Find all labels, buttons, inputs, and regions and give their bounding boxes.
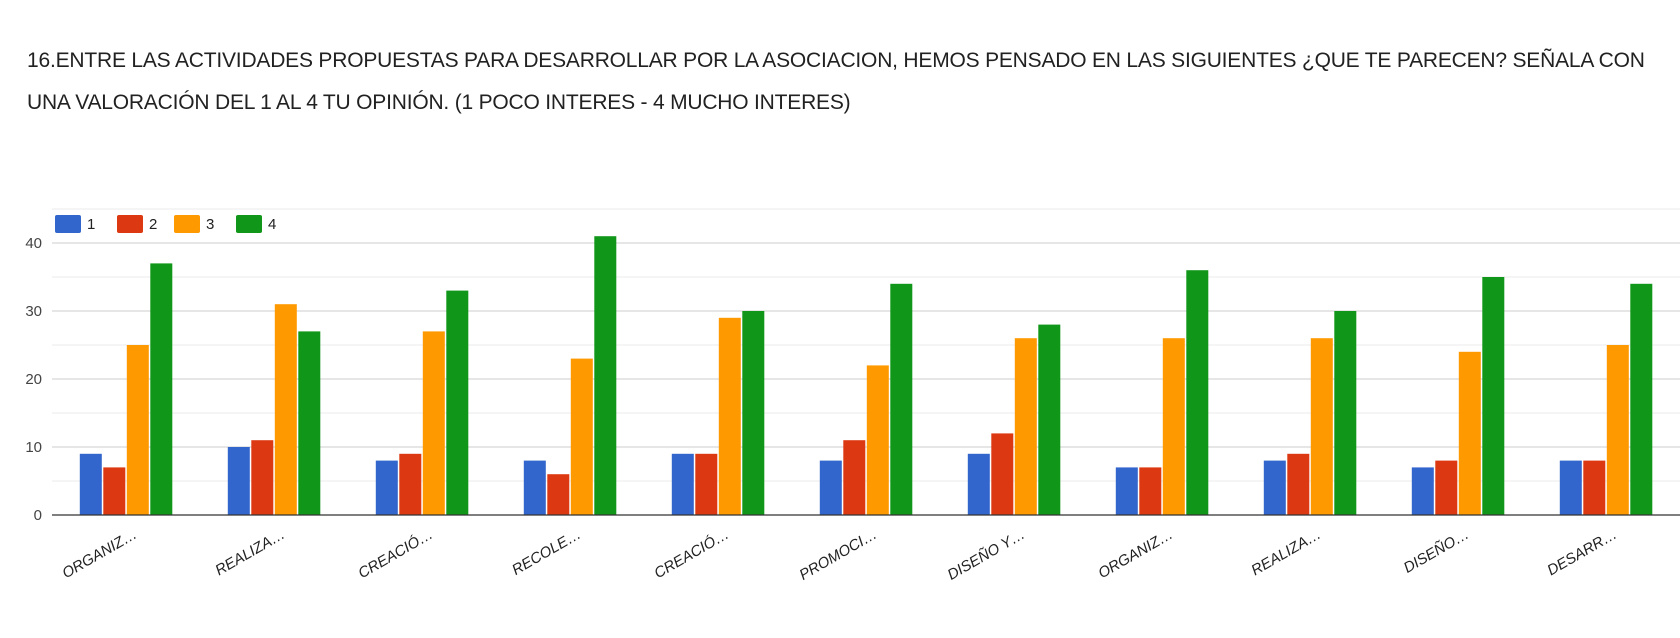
legend-label-2: 2 — [149, 216, 157, 233]
y-tick-label: 10 — [25, 439, 42, 456]
bar-series-1 — [1411, 467, 1434, 515]
x-category-label: CREACIÓ… — [651, 526, 732, 582]
x-category-label: DESARR… — [1544, 526, 1620, 579]
legend-label-1: 1 — [87, 216, 95, 233]
bar-series-2 — [1287, 453, 1310, 515]
bar-series-2 — [1435, 460, 1458, 515]
y-tick-label: 30 — [25, 303, 42, 320]
bar-series-4 — [1630, 283, 1653, 515]
legend-swatch-3 — [174, 215, 200, 233]
legend-swatch-4 — [236, 215, 262, 233]
bar-series-4 — [1334, 311, 1357, 515]
bar-series-1 — [227, 447, 250, 515]
bar-series-4 — [446, 290, 469, 515]
bar-series-1 — [671, 453, 694, 515]
bar-series-2 — [843, 440, 866, 515]
bar-series-4 — [1482, 277, 1505, 515]
bar-series-3 — [1458, 351, 1481, 515]
bar-series-3 — [570, 358, 593, 515]
x-category-label: REALIZA… — [1248, 526, 1324, 579]
x-category-label: CREACIÓ… — [355, 526, 436, 582]
bar-series-2 — [1583, 460, 1606, 515]
bar-series-4 — [1038, 324, 1061, 515]
x-category-label: ORGANIZ… — [59, 526, 140, 582]
bar-series-1 — [1115, 467, 1138, 515]
bar-series-1 — [1263, 460, 1286, 515]
legend-label-3: 3 — [206, 216, 214, 233]
x-axis-labels: ORGANIZ… REALIZA… CREACIÓ… RECOLE… CREACIÓ… P… — [59, 526, 1620, 584]
bar-series-4 — [298, 331, 321, 515]
gridlines — [52, 208, 1680, 482]
chart-title: 16.ENTRE LAS ACTIVIDADES PROPUESTAS PARA… — [27, 49, 1645, 114]
bar-series-2 — [399, 453, 422, 515]
bar-series-3 — [1014, 338, 1037, 515]
legend-label-4: 4 — [268, 216, 276, 233]
bar-series-2 — [103, 467, 126, 515]
bar-series-3 — [1310, 338, 1333, 515]
x-category-label: DISEÑO Y… — [945, 526, 1028, 584]
bar-series-1 — [1559, 460, 1582, 515]
y-tick-label: 40 — [25, 235, 42, 252]
y-tick-label: 20 — [25, 371, 42, 388]
bar-series-4 — [150, 263, 173, 515]
bar-series-2 — [695, 453, 718, 515]
bar-series-1 — [523, 460, 546, 515]
bar-series-2 — [547, 474, 570, 515]
bar-series-1 — [79, 453, 102, 515]
x-category-label: REALIZA… — [212, 526, 288, 579]
y-tick-label: 0 — [34, 507, 42, 524]
bar-series-1 — [375, 460, 398, 515]
bar-series-1 — [967, 453, 990, 515]
x-category-label: RECOLE… — [509, 526, 584, 579]
bars — [79, 236, 1653, 515]
bar-series-4 — [594, 236, 617, 515]
bar-series-4 — [1186, 270, 1209, 515]
bar-series-3 — [422, 331, 445, 515]
bar-series-3 — [126, 345, 149, 515]
y-axis-ticks: 0 10 20 30 40 — [25, 235, 42, 524]
x-category-label: ORGANIZ… — [1095, 526, 1176, 582]
bar-series-4 — [742, 311, 765, 515]
bar-series-3 — [1162, 338, 1185, 515]
legend: 1 2 3 4 — [55, 215, 276, 233]
bar-series-2 — [251, 440, 274, 515]
bar-series-4 — [890, 283, 913, 515]
bar-series-3 — [866, 365, 889, 515]
legend-swatch-2 — [117, 215, 143, 233]
bar-series-2 — [1139, 467, 1162, 515]
bar-series-3 — [1606, 345, 1629, 515]
bar-series-2 — [991, 433, 1014, 515]
x-category-label: DISEÑO… — [1401, 526, 1472, 577]
x-category-label: PROMOCI… — [796, 526, 880, 584]
bar-series-3 — [274, 304, 297, 515]
bar-series-3 — [718, 317, 741, 515]
legend-swatch-1 — [55, 215, 81, 233]
bar-series-1 — [819, 460, 842, 515]
